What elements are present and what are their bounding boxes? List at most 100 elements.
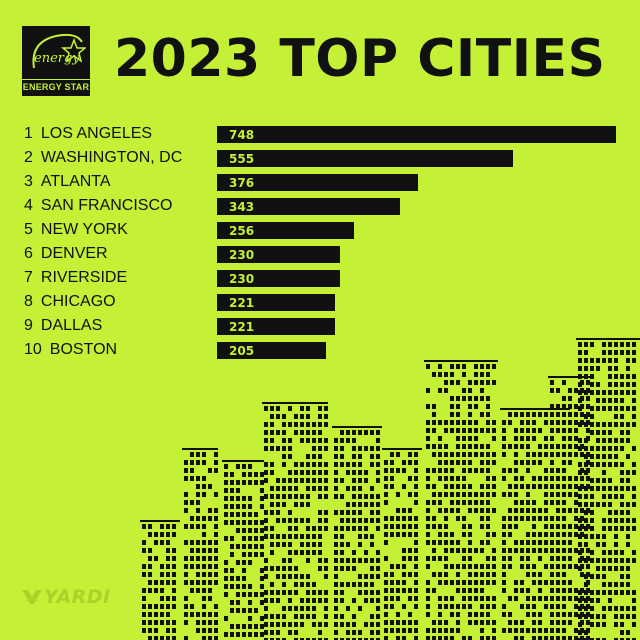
skyline-window [352, 566, 356, 571]
skyline-window [358, 526, 362, 531]
skyline-window [208, 572, 212, 577]
skyline-window [184, 580, 188, 585]
skyline-window [584, 342, 588, 347]
skyline-window [270, 462, 274, 467]
skyline-window [370, 502, 374, 507]
skyline-window [462, 476, 466, 481]
skyline-window [508, 532, 512, 537]
skyline-window [154, 628, 158, 633]
skyline-window [270, 582, 274, 587]
skyline-window [632, 382, 636, 387]
skyline-window [196, 508, 200, 513]
skyline-window [390, 484, 394, 489]
skyline-window [160, 540, 164, 545]
skyline-window [578, 606, 582, 611]
skyline-window [562, 444, 566, 449]
skyline-window [486, 420, 490, 425]
skyline-window [288, 598, 292, 603]
skyline-window [242, 632, 246, 637]
skyline-window [562, 548, 566, 553]
skyline-window [520, 508, 524, 513]
skyline-window [492, 420, 496, 425]
skyline-window [480, 460, 484, 465]
skyline-window [276, 510, 280, 515]
skyline-window [414, 500, 418, 505]
skyline-window [236, 464, 240, 469]
skyline-window [502, 452, 506, 457]
skyline-window [562, 572, 566, 577]
skyline-window [190, 452, 194, 457]
skyline-window [462, 548, 466, 553]
skyline-window [538, 628, 542, 633]
skyline-window [166, 548, 170, 553]
skyline-window [190, 516, 194, 521]
skyline-window [584, 630, 588, 635]
skyline-window [508, 508, 512, 513]
skyline-window [596, 358, 600, 363]
skyline-window [248, 600, 252, 605]
skyline-window [584, 582, 588, 587]
skyline-window [288, 558, 292, 563]
skyline-window [142, 596, 146, 601]
skyline-window [282, 614, 286, 619]
skyline-window [586, 396, 590, 401]
skyline-window [538, 532, 542, 537]
skyline-window [538, 444, 542, 449]
skyline-window [568, 508, 572, 513]
skyline-window [480, 508, 484, 513]
skyline-window [390, 588, 394, 593]
skyline-window [306, 430, 310, 435]
skyline-window [590, 598, 594, 603]
skyline-window [502, 572, 506, 577]
bar-value-label: 343 [229, 200, 254, 214]
skyline-window [620, 382, 624, 387]
skyline-window [462, 420, 466, 425]
skyline-window [376, 550, 380, 555]
skyline-window [294, 462, 298, 467]
skyline-window [578, 390, 582, 395]
skyline-window [432, 636, 436, 640]
skyline-window [538, 596, 542, 601]
skyline-window [544, 532, 548, 537]
skyline-window [526, 500, 530, 505]
skyline-window [396, 564, 400, 569]
skyline-window [562, 420, 566, 425]
skyline-window [384, 500, 388, 505]
skyline-window [160, 620, 164, 625]
skyline-window [318, 478, 322, 483]
skyline-window [590, 382, 594, 387]
skyline-window [578, 382, 582, 387]
skyline-window [414, 548, 418, 553]
skyline-window [526, 412, 530, 417]
skyline-window [154, 556, 158, 561]
skyline-window [474, 380, 478, 385]
skyline-window [614, 446, 618, 451]
skyline-window [480, 540, 484, 545]
skyline-window [270, 446, 274, 451]
skyline-window [248, 632, 252, 637]
skyline-window [370, 518, 374, 523]
skyline-window [538, 548, 542, 553]
skyline-window [230, 600, 234, 605]
skyline-window [574, 444, 578, 449]
skyline-window [480, 580, 484, 585]
skyline-window [148, 532, 152, 537]
skyline-window [520, 420, 524, 425]
skyline-window [574, 548, 578, 553]
logo-script: energy [34, 51, 80, 66]
skyline-window [248, 480, 252, 485]
skyline-window [574, 628, 578, 633]
skyline-window [596, 446, 600, 451]
skyline-window [260, 488, 264, 493]
skyline-window [432, 548, 436, 553]
skyline-window [202, 572, 206, 577]
skyline-window [248, 520, 252, 525]
skyline-window [562, 484, 566, 489]
skyline-window [390, 564, 394, 569]
skyline-window [300, 574, 304, 579]
skyline-window [608, 518, 612, 523]
skyline-window [450, 548, 454, 553]
skyline-window [306, 614, 310, 619]
page-title: 2023 TOP CITIES [114, 29, 606, 89]
skyline-window [590, 486, 594, 491]
